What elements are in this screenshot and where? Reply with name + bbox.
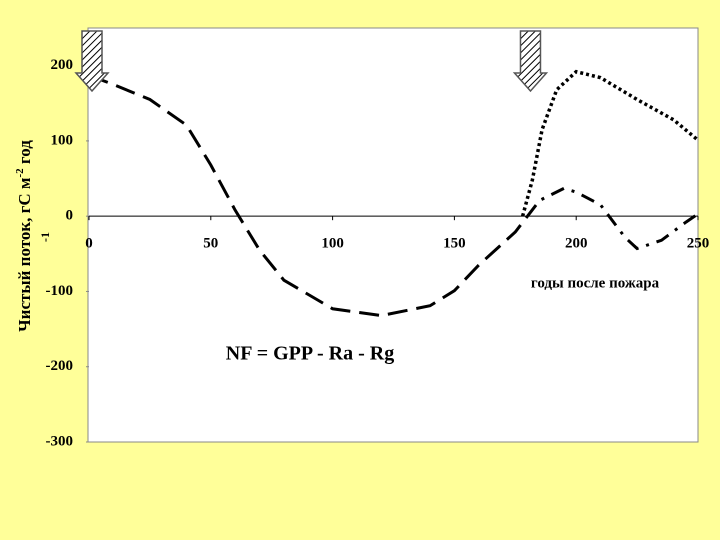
y-label-part: Чистый поток, гС м xyxy=(15,177,34,332)
series-line xyxy=(526,186,699,251)
event-arrow xyxy=(74,30,110,93)
y-axis-label: Чистый поток, гС м-2 год xyxy=(14,140,34,332)
series-line xyxy=(520,69,700,217)
series-line xyxy=(88,74,529,318)
y-tick-label: 0 xyxy=(66,208,74,224)
y-tick-label: -100 xyxy=(46,283,74,299)
y-tick-label: 200 xyxy=(51,57,74,73)
x-tick-label: 200 xyxy=(565,236,588,252)
x-tick-label: 100 xyxy=(321,236,344,252)
x-tick-label: 250 xyxy=(687,236,710,252)
x-axis-label: годы после пожара xyxy=(531,275,660,291)
x-tick-label: 0 xyxy=(85,236,93,252)
y-tick-label: -300 xyxy=(46,433,74,449)
y-label-sup: -2 xyxy=(14,168,26,178)
x-tick-label: 150 xyxy=(443,236,466,252)
event-arrow xyxy=(512,30,549,93)
x-tick-label: 50 xyxy=(203,236,218,252)
y-tick-label: 100 xyxy=(51,132,74,148)
y-label-part: год xyxy=(15,140,34,169)
plot-area xyxy=(87,27,699,443)
formula: NF = GPP - Ra - Rg xyxy=(226,343,394,365)
y-label-sup: -1 xyxy=(38,232,52,242)
y-tick-label: -200 xyxy=(46,358,74,374)
